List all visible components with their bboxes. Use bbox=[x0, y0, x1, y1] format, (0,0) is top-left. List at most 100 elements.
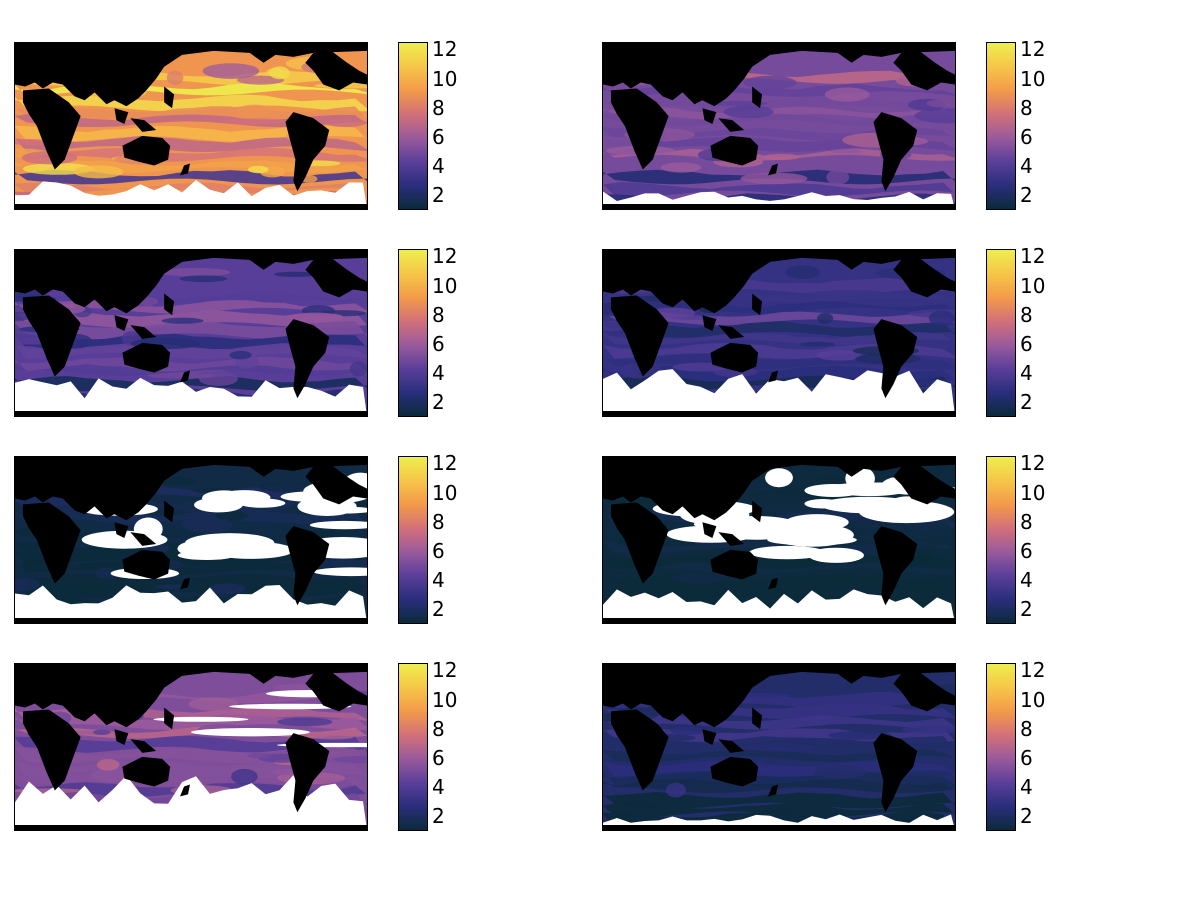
colorbar-tick-label: 8 bbox=[432, 95, 445, 120]
missing-region bbox=[765, 468, 793, 488]
land-mask bbox=[305, 464, 367, 505]
land-mask bbox=[702, 108, 717, 125]
land-mask bbox=[710, 549, 759, 580]
land-mask bbox=[702, 522, 717, 539]
land-mask bbox=[15, 43, 367, 107]
value-eddy bbox=[723, 105, 774, 119]
missing-region bbox=[767, 534, 857, 546]
land-mask bbox=[603, 250, 955, 314]
land-mask bbox=[702, 729, 717, 746]
ocean-field bbox=[15, 43, 367, 209]
ocean-field bbox=[603, 664, 955, 830]
land-mask bbox=[122, 756, 171, 787]
value-eddy bbox=[188, 697, 239, 711]
value-eddy bbox=[665, 782, 687, 798]
colorbar-tick-label: 8 bbox=[1020, 95, 1033, 120]
value-band bbox=[603, 778, 955, 794]
missing-southern-ocean bbox=[15, 775, 367, 830]
ocean-field bbox=[15, 457, 367, 623]
missing-region bbox=[804, 483, 863, 498]
missing-region bbox=[313, 567, 367, 577]
land-mask bbox=[122, 549, 171, 580]
value-eddy bbox=[215, 510, 249, 521]
colorbar-tick-label: 10 bbox=[1020, 273, 1046, 298]
colorbar bbox=[986, 663, 1016, 831]
value-eddy bbox=[669, 726, 706, 736]
map-panel-r4c1: 2 4 6 8 10 12 bbox=[14, 660, 457, 831]
value-eddy bbox=[209, 583, 246, 595]
value-band bbox=[15, 342, 367, 359]
land-mask bbox=[603, 664, 955, 728]
land-mask bbox=[752, 707, 763, 730]
land-mask bbox=[893, 50, 955, 91]
value-eddy bbox=[311, 734, 354, 740]
land-mask bbox=[768, 163, 779, 176]
colorbar-tick-label: 6 bbox=[1020, 745, 1033, 770]
land-mask bbox=[873, 526, 918, 606]
value-eddy bbox=[236, 75, 285, 85]
value-eddy bbox=[799, 341, 836, 347]
colorbar-tick-label: 4 bbox=[1020, 361, 1033, 386]
land-mask bbox=[702, 315, 717, 332]
value-band bbox=[15, 147, 367, 162]
value-eddy bbox=[166, 70, 184, 85]
ocean-map bbox=[602, 456, 956, 624]
value-eddy bbox=[669, 573, 728, 584]
land-mask bbox=[893, 671, 955, 712]
colorbar bbox=[398, 42, 428, 210]
value-band bbox=[15, 735, 367, 756]
colorbar-tick-label: 2 bbox=[1020, 183, 1033, 208]
colorbar-tick-label: 2 bbox=[432, 390, 445, 415]
colorbar-tick-label: 2 bbox=[432, 804, 445, 829]
ocean-field bbox=[603, 457, 955, 623]
land-mask bbox=[610, 709, 669, 791]
value-eddy bbox=[229, 350, 252, 360]
value-eddy bbox=[928, 310, 955, 326]
value-eddy bbox=[247, 752, 272, 759]
land-mask bbox=[15, 825, 367, 830]
land-mask bbox=[752, 293, 763, 316]
value-eddy bbox=[812, 477, 849, 482]
land-mask bbox=[15, 411, 367, 416]
value-eddy bbox=[905, 770, 954, 777]
colorbar-tick-label: 2 bbox=[432, 183, 445, 208]
value-eddy bbox=[740, 172, 808, 185]
land-mask bbox=[718, 532, 745, 546]
missing-region bbox=[693, 520, 729, 529]
ocean-map bbox=[602, 42, 956, 210]
colorbar-tick-label: 4 bbox=[1020, 154, 1033, 179]
land-mask bbox=[180, 784, 191, 797]
value-band bbox=[603, 106, 955, 120]
value-eddy bbox=[273, 271, 317, 277]
colorbar-tick-label: 6 bbox=[432, 745, 445, 770]
colorbar-tick-label: 4 bbox=[432, 361, 445, 386]
colorbar-tick-label: 4 bbox=[432, 154, 445, 179]
map-panel-r1c2: 2 4 6 8 10 12 bbox=[602, 39, 1045, 210]
value-eddy bbox=[332, 755, 367, 764]
ocean-field bbox=[15, 250, 367, 416]
colorbar-tick-label: 10 bbox=[432, 273, 458, 298]
value-band bbox=[603, 193, 955, 206]
land-mask bbox=[164, 86, 175, 109]
value-eddy bbox=[181, 516, 234, 533]
value-eddy bbox=[914, 108, 955, 124]
colorbar-tick-label: 12 bbox=[432, 451, 458, 476]
land-mask bbox=[114, 522, 129, 539]
land-mask bbox=[22, 295, 81, 377]
value-band bbox=[603, 760, 955, 777]
map-panel-r4c2: 2 4 6 8 10 12 bbox=[602, 660, 1045, 831]
land-mask bbox=[285, 526, 330, 606]
colorbar-tick-label: 10 bbox=[1020, 687, 1046, 712]
land-mask bbox=[130, 532, 157, 546]
colorbar-tick-label: 2 bbox=[1020, 804, 1033, 829]
missing-southern-ocean bbox=[603, 589, 955, 623]
land-mask bbox=[610, 295, 669, 377]
land-mask bbox=[718, 118, 745, 132]
value-eddy bbox=[147, 372, 216, 379]
land-mask bbox=[768, 370, 779, 383]
land-mask bbox=[114, 729, 129, 746]
map-panel-r3c1: 2 4 6 8 10 12 bbox=[14, 453, 457, 624]
colorbar-tick-label: 8 bbox=[432, 302, 445, 327]
ocean-map bbox=[602, 663, 956, 831]
missing-region bbox=[858, 500, 955, 524]
